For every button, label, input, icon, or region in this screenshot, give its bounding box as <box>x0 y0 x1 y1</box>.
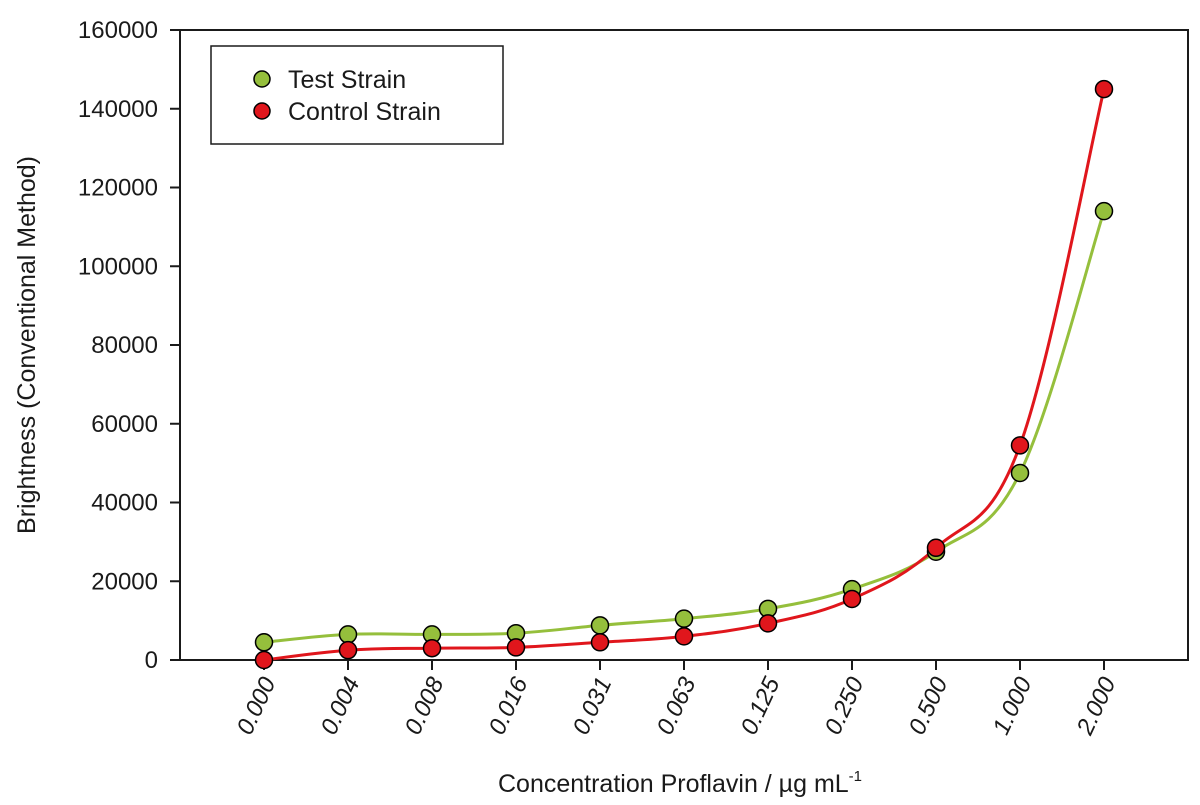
legend-box <box>210 45 504 145</box>
y-tick-label: 120000 <box>78 175 158 202</box>
y-axis-title: Brightness (Conventional Method) <box>13 156 41 534</box>
data-point-control-strain <box>338 640 358 660</box>
x-tick-label: 0.250 <box>820 673 870 739</box>
y-tick-label: 100000 <box>78 253 158 280</box>
x-axis-title-main: Concentration Proflavin / µg mL <box>498 770 849 798</box>
data-point-test-strain <box>1094 201 1114 221</box>
y-tick-label: 60000 <box>91 411 158 438</box>
data-point-control-strain <box>1010 436 1030 455</box>
legend-label-test-strain: Test Strain <box>288 66 406 94</box>
x-tick-label: 0.004 <box>316 673 366 739</box>
y-tick-label: 0 <box>145 647 158 674</box>
data-point-control-strain <box>842 589 862 609</box>
legend-marker-test-strain <box>253 70 271 88</box>
legend: Test Strain Control Strain <box>210 45 504 145</box>
data-point-test-strain <box>674 609 694 628</box>
data-point-control-strain <box>926 538 946 558</box>
x-tick-label: 0.000 <box>232 673 282 739</box>
y-tick-label: 20000 <box>91 568 158 595</box>
data-point-control-strain <box>590 633 610 652</box>
y-axis: 0 20000 40000 60000 80000 100000 120000 140000 1… <box>78 17 180 674</box>
x-axis-title-superscript: -1 <box>849 768 862 785</box>
series-lines <box>263 88 1106 662</box>
data-point-test-strain <box>338 625 358 644</box>
data-point-control-strain <box>758 614 778 633</box>
x-axis: 0.000 0.004 0.008 0.016 0.031 0.063 0.125 0.250… <box>232 660 1122 740</box>
x-tick-label: 0.016 <box>484 673 534 739</box>
data-point-control-strain <box>506 638 526 657</box>
x-tick-label: 0.500 <box>904 673 954 739</box>
x-axis-title: Concentration Proflavin / µg mL-1 <box>498 768 862 798</box>
y-tick-label: 140000 <box>78 96 158 123</box>
legend-marker-control-strain <box>253 102 271 120</box>
legend-label-control-strain: Control Strain <box>288 98 441 126</box>
x-tick-label: 0.125 <box>736 673 786 739</box>
data-point-control-strain <box>1094 79 1114 99</box>
data-point-control-strain <box>674 627 694 646</box>
x-tick-label: 1.000 <box>988 673 1038 739</box>
data-point-test-strain <box>254 633 274 652</box>
series-line-test-strain <box>263 210 1106 644</box>
data-point-control-strain <box>422 638 442 658</box>
y-tick-label: 160000 <box>78 17 158 44</box>
x-tick-label: 0.008 <box>400 673 450 739</box>
data-point-test-strain <box>590 616 610 635</box>
x-tick-label: 2.000 <box>1071 673 1122 740</box>
y-tick-label: 40000 <box>91 490 158 517</box>
x-tick-label: 0.063 <box>652 673 702 739</box>
x-tick-label: 0.031 <box>568 673 618 739</box>
data-point-control-strain <box>254 650 274 670</box>
y-tick-label: 80000 <box>91 332 158 359</box>
series-points <box>254 79 1114 670</box>
data-point-test-strain <box>1010 463 1030 483</box>
series-line-control-strain <box>263 88 1106 662</box>
